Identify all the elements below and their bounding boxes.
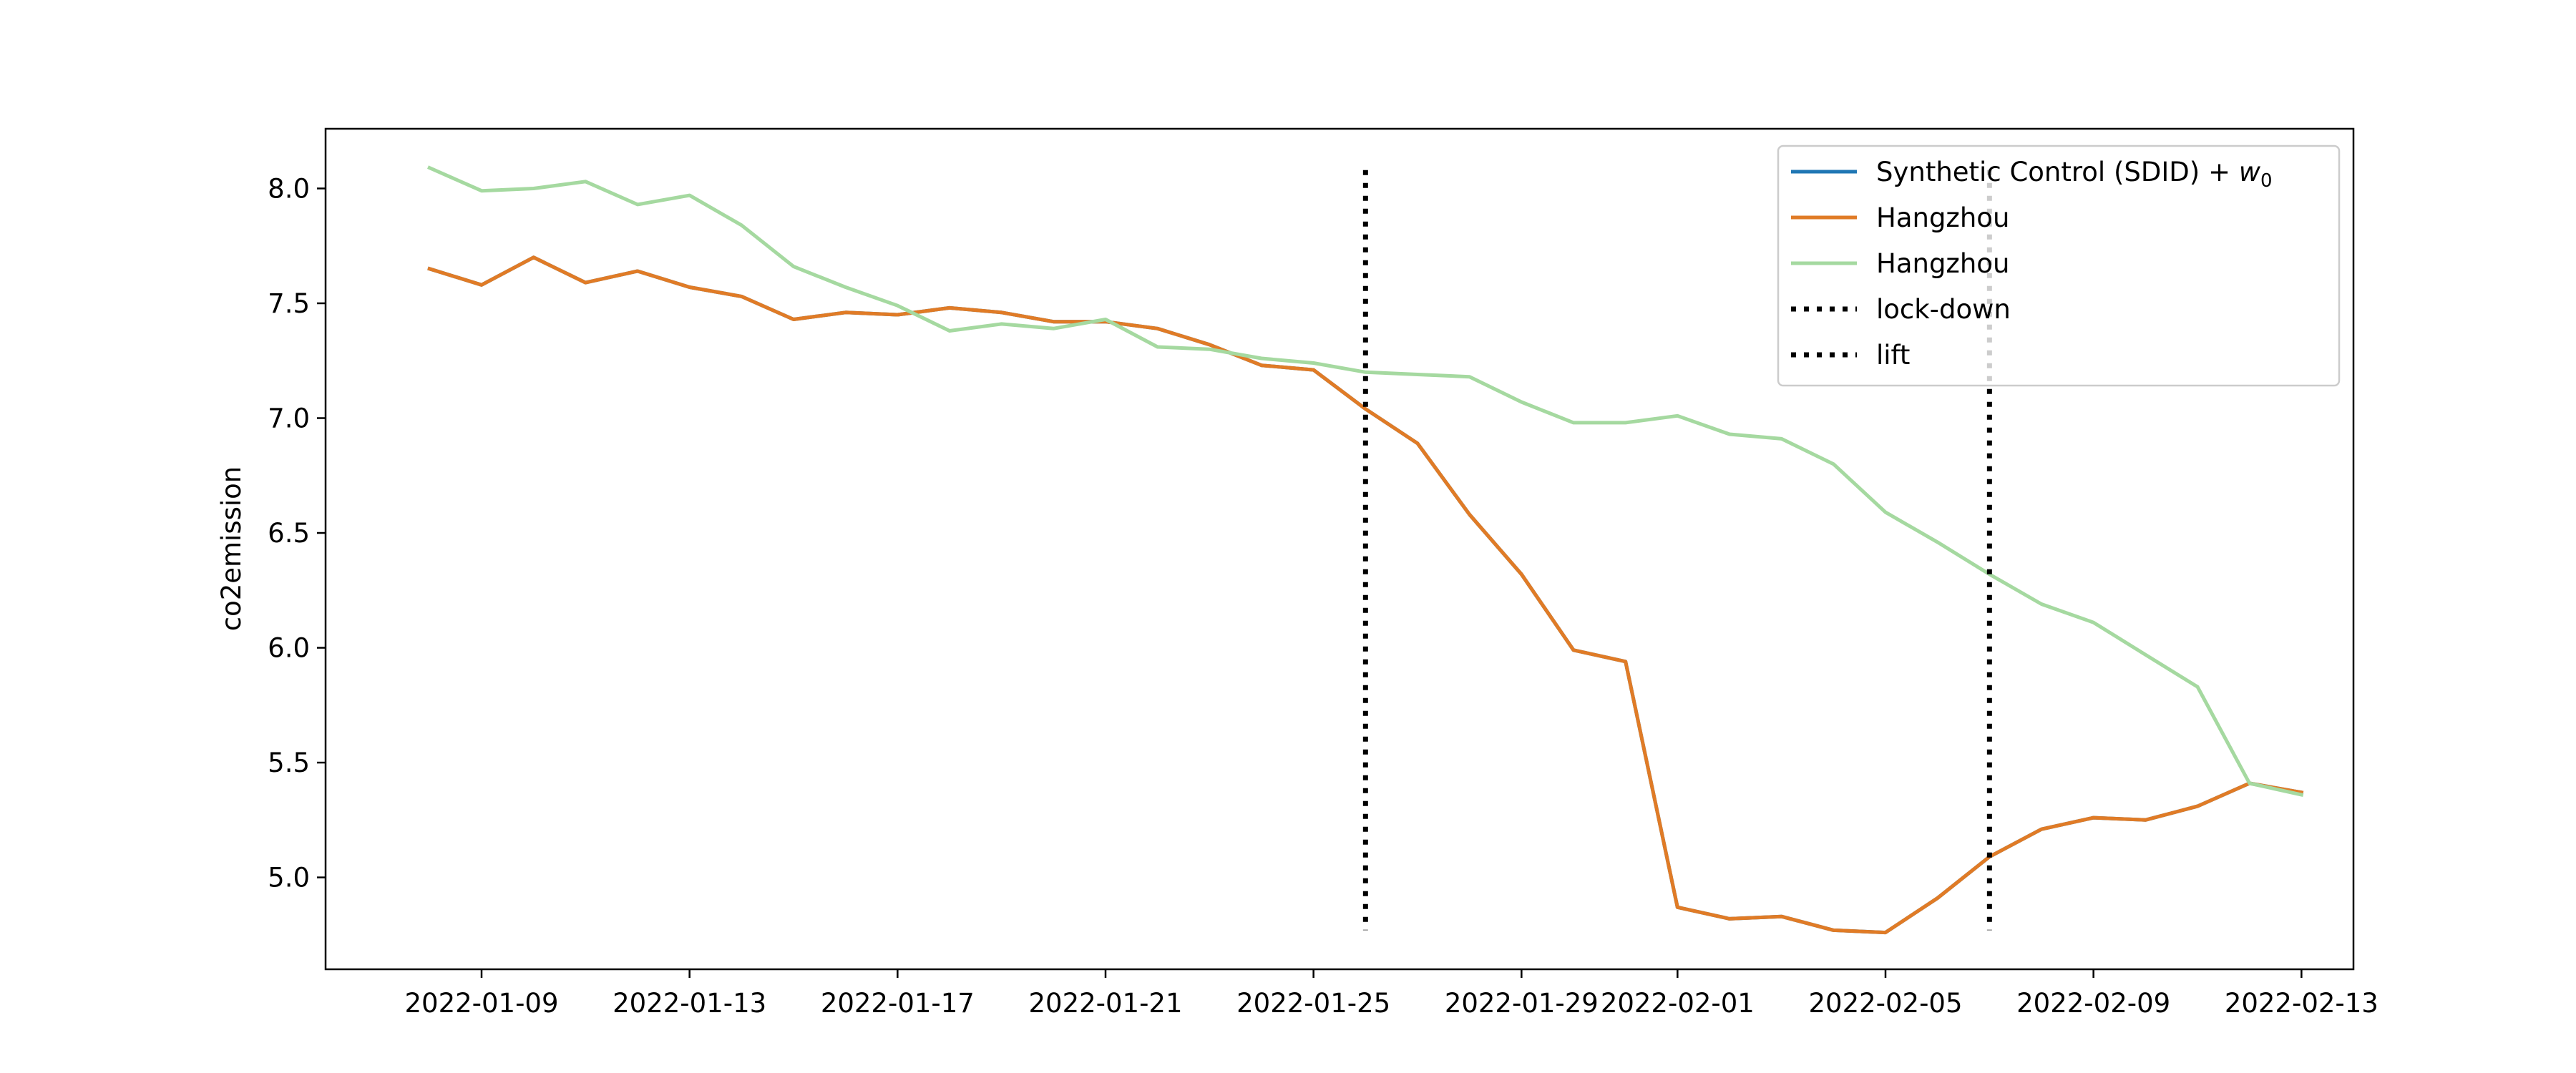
vline-layer — [1362, 170, 1992, 931]
x-tick-label: 2022-01-09 — [404, 988, 558, 1019]
y-tick-label: 6.5 — [268, 518, 310, 549]
y-axis: 5.0 5.5 6.0 6.5 7.0 7.5 8.0 — [268, 173, 326, 893]
y-tick-label: 7.5 — [268, 288, 310, 319]
plot-frame — [324, 127, 2355, 971]
x-tick-label: 2022-02-13 — [2225, 988, 2379, 1019]
y-tick-label: 5.5 — [268, 748, 310, 778]
x-axis: 2022-01-09 2022-01-13 2022-01-17 2022-01-21… — [404, 969, 2379, 1019]
y-tick-label: 8.0 — [268, 173, 310, 204]
x-tick-label: 2022-02-01 — [1601, 988, 1755, 1019]
x-tick-label: 2022-02-09 — [2016, 988, 2170, 1019]
y-axis-label: co2emission — [216, 466, 247, 632]
legend-label: lock-down — [1876, 294, 2011, 325]
x-tick-label: 2022-01-29 — [1445, 988, 1599, 1019]
x-tick-label: 2022-01-21 — [1028, 988, 1182, 1019]
legend-frame — [1777, 144, 2341, 387]
legend-label: Hangzhou — [1876, 202, 2009, 233]
y-tick-label: 6.0 — [268, 633, 310, 664]
series-line-2 — [427, 165, 2304, 797]
legend-label: lift — [1876, 340, 1910, 371]
y-tick-label: 7.0 — [268, 403, 310, 434]
x-tick-label: 2022-01-25 — [1236, 988, 1390, 1019]
x-tick-label: 2022-01-13 — [613, 988, 766, 1019]
legend: Synthetic Control (SDID) + w0 Hangzhou Han… — [1777, 144, 2341, 387]
x-tick-label: 2022-02-05 — [1808, 988, 1962, 1019]
y-tick-label: 5.0 — [268, 863, 310, 893]
x-tick-label: 2022-01-17 — [821, 988, 975, 1019]
legend-label: Synthetic Control (SDID) + w0 — [1876, 157, 2273, 192]
legend-label: Hangzhou — [1876, 248, 2009, 279]
